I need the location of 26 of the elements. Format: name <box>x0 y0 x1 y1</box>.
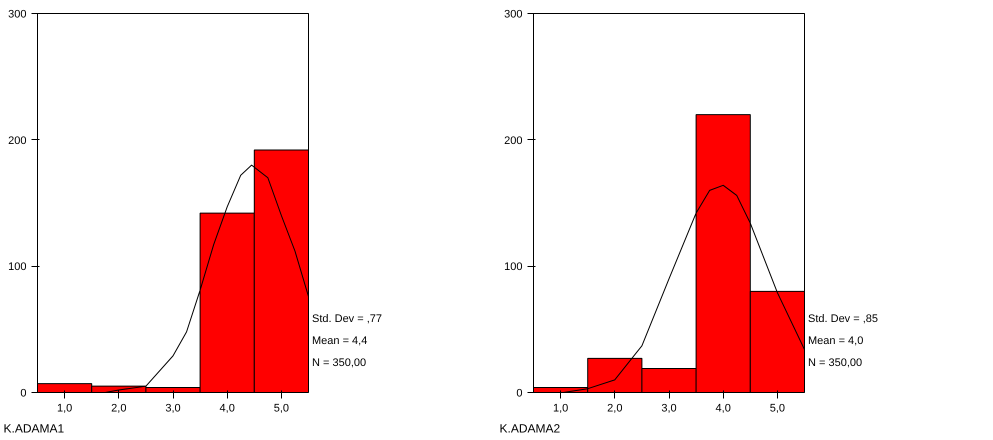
x-axis-title: K.ADAMA1 <box>4 422 65 436</box>
x-tick-label: 1,0 <box>56 402 72 414</box>
y-tick-label: 0 <box>20 388 27 400</box>
y-tick-label: 300 <box>504 8 523 20</box>
x-tick-label: 2,0 <box>607 402 622 414</box>
text: Mean = 4,0 <box>808 335 864 347</box>
text: N = 350,00 <box>312 357 366 369</box>
y-tick-label: 300 <box>8 8 27 20</box>
x-tick-label: 2,0 <box>111 402 126 414</box>
x-tick-label: 4,0 <box>220 402 235 414</box>
x-tick-label: 4,0 <box>716 402 731 414</box>
x-axis-title: K.ADAMA2 <box>500 422 561 436</box>
text: Std. Dev = ,85 <box>808 313 878 325</box>
x-tick-label: 1,0 <box>552 402 568 414</box>
text: Mean = 4,4 <box>312 335 368 347</box>
x-tick-label: 3,0 <box>165 402 181 414</box>
y-tick-label: 200 <box>8 134 27 147</box>
x-tick-label: 3,0 <box>661 402 677 414</box>
y-tick-label: 100 <box>504 261 523 274</box>
y-tick-label: 200 <box>504 134 523 147</box>
x-tick-label: 5,0 <box>770 402 786 414</box>
text: N = 350,00 <box>808 357 862 369</box>
x-tick-label: 5,0 <box>274 402 290 414</box>
y-tick-label: 0 <box>516 388 523 400</box>
text: Std. Dev = ,77 <box>312 313 382 325</box>
y-tick-label: 100 <box>8 261 27 274</box>
